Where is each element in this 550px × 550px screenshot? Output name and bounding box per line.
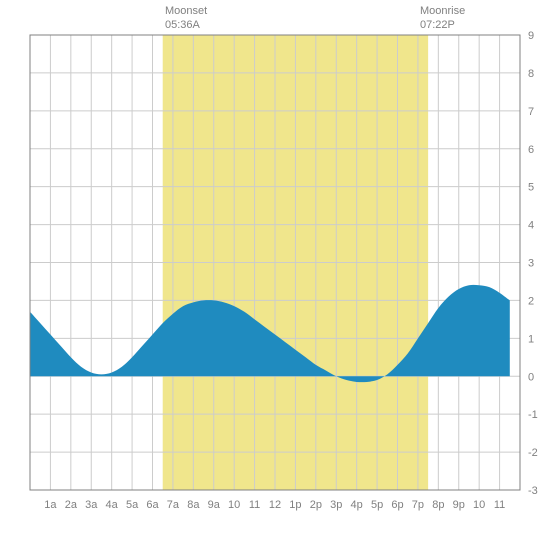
moonrise-label: Moonrise <box>420 4 465 18</box>
svg-text:2: 2 <box>528 295 534 307</box>
svg-text:3a: 3a <box>85 499 98 511</box>
svg-text:4p: 4p <box>351 499 363 511</box>
svg-text:3: 3 <box>528 258 534 270</box>
svg-text:10: 10 <box>228 499 240 511</box>
svg-text:2a: 2a <box>65 499 78 511</box>
svg-text:12: 12 <box>269 499 281 511</box>
moonrise-time: 07:22P <box>420 18 465 32</box>
svg-text:9: 9 <box>528 30 534 42</box>
svg-text:6: 6 <box>528 144 534 156</box>
svg-text:7a: 7a <box>167 499 180 511</box>
svg-text:0: 0 <box>528 371 534 383</box>
moonset-label: Moonset <box>165 4 207 18</box>
svg-text:3p: 3p <box>330 499 342 511</box>
svg-text:8p: 8p <box>432 499 444 511</box>
svg-text:8: 8 <box>528 68 534 80</box>
svg-text:9p: 9p <box>453 499 465 511</box>
svg-text:11: 11 <box>249 499 260 511</box>
svg-text:5: 5 <box>528 182 534 194</box>
svg-text:1p: 1p <box>289 499 301 511</box>
svg-text:8a: 8a <box>187 499 200 511</box>
tide-chart: Moonset 05:36A Moonrise 07:22P -3-2-1012… <box>0 0 550 550</box>
svg-text:10: 10 <box>473 499 485 511</box>
svg-text:-3: -3 <box>528 485 538 497</box>
chart-svg: -3-2-101234567891a2a3a4a5a6a7a8a9a101112… <box>0 0 550 550</box>
svg-text:1a: 1a <box>44 499 57 511</box>
svg-text:11: 11 <box>494 499 505 511</box>
svg-text:7p: 7p <box>412 499 424 511</box>
moonset-time: 05:36A <box>165 18 207 32</box>
moonrise-annotation: Moonrise 07:22P <box>420 4 465 33</box>
svg-text:4: 4 <box>528 220 534 232</box>
moonset-annotation: Moonset 05:36A <box>165 4 207 33</box>
svg-text:7: 7 <box>528 106 534 118</box>
svg-text:1: 1 <box>528 333 534 345</box>
svg-text:4a: 4a <box>106 499 119 511</box>
svg-text:6p: 6p <box>391 499 403 511</box>
svg-text:5a: 5a <box>126 499 139 511</box>
svg-text:5p: 5p <box>371 499 383 511</box>
svg-text:9a: 9a <box>208 499 221 511</box>
svg-text:-1: -1 <box>528 409 538 421</box>
svg-text:2p: 2p <box>310 499 322 511</box>
svg-text:6a: 6a <box>146 499 159 511</box>
svg-text:-2: -2 <box>528 447 538 459</box>
